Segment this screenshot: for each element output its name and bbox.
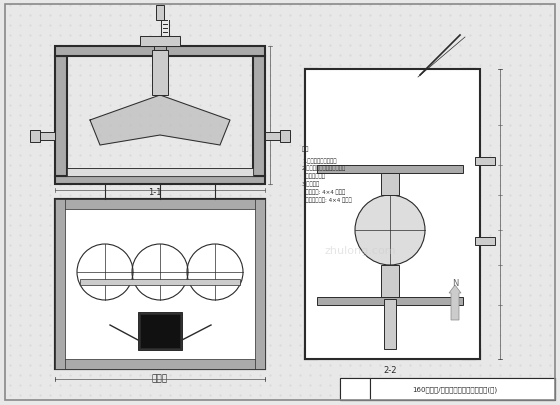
- Text: 平面图: 平面图: [152, 373, 168, 382]
- Bar: [340, 378, 555, 400]
- Bar: [305, 70, 317, 359]
- Bar: [255, 200, 265, 369]
- Bar: [317, 297, 463, 305]
- Polygon shape: [90, 96, 230, 146]
- Bar: [381, 265, 399, 297]
- Bar: [152, 51, 168, 96]
- Bar: [154, 46, 166, 51]
- Circle shape: [355, 196, 425, 265]
- Bar: [140, 314, 180, 348]
- Bar: [305, 349, 480, 359]
- Bar: [80, 279, 240, 285]
- Bar: [55, 200, 265, 369]
- Bar: [67, 57, 253, 168]
- Bar: [55, 47, 265, 57]
- Text: 注：: 注：: [302, 146, 310, 151]
- Bar: [370, 378, 555, 400]
- Bar: [55, 359, 265, 369]
- Bar: [265, 133, 280, 141]
- Text: N: N: [452, 278, 458, 287]
- Bar: [55, 200, 265, 209]
- Bar: [67, 168, 253, 177]
- Bar: [55, 200, 265, 369]
- Text: 1.本图尺寸均为毫米；
2.该图集仅供参考，具体设计
  见相应图纸。
3.平面图中
  过滤面积: 4×4 平水；
  滤速逐渐加快: 4×4 平水。: 1.本图尺寸均为毫米； 2.该图集仅供参考，具体设计 见相应图纸。 3.平面图中…: [302, 158, 352, 202]
- Bar: [340, 378, 370, 400]
- Bar: [463, 70, 475, 359]
- Bar: [280, 131, 290, 143]
- Text: 1-1: 1-1: [148, 188, 162, 196]
- Bar: [475, 237, 495, 245]
- Text: 2-2: 2-2: [383, 365, 396, 374]
- Bar: [381, 174, 399, 196]
- Bar: [253, 57, 265, 177]
- Text: zhulong.com: zhulong.com: [324, 245, 396, 256]
- Bar: [40, 133, 55, 141]
- Bar: [140, 37, 180, 47]
- Bar: [30, 131, 40, 143]
- Bar: [55, 200, 65, 369]
- Bar: [317, 166, 463, 174]
- Bar: [475, 158, 495, 166]
- Bar: [156, 6, 164, 21]
- Bar: [55, 57, 67, 177]
- Text: 160立方米/时重力式无阀滤池布置图(一): 160立方米/时重力式无阀滤池布置图(一): [412, 386, 498, 392]
- Bar: [305, 70, 480, 359]
- FancyArrow shape: [449, 285, 461, 320]
- Bar: [138, 312, 182, 350]
- Bar: [384, 299, 396, 349]
- Bar: [55, 177, 265, 185]
